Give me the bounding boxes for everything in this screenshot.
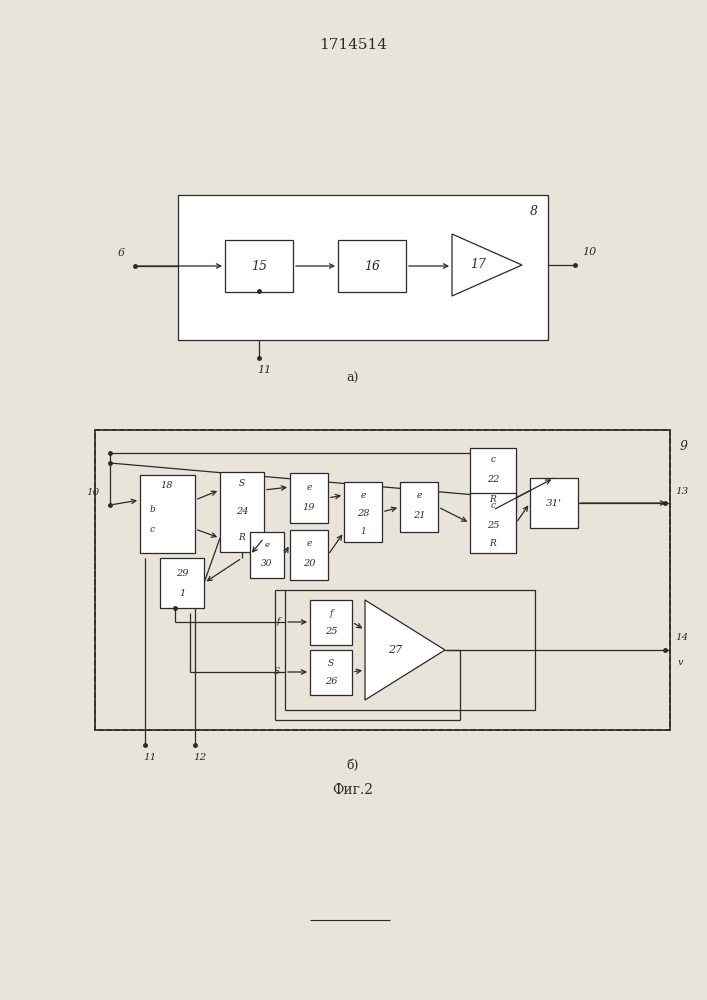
Text: 1714514: 1714514 [319, 38, 387, 52]
Polygon shape [452, 234, 522, 296]
Bar [290, 473, 328, 523]
Text: 16: 16 [364, 259, 380, 272]
Bar [344, 482, 382, 542]
Text: R: R [490, 495, 496, 504]
Text: b: b [149, 504, 155, 514]
Text: R: R [239, 534, 245, 542]
Bar [470, 493, 516, 553]
Text: e: e [361, 490, 366, 499]
Text: а): а) [347, 371, 359, 384]
Text: S: S [239, 480, 245, 488]
Bar [338, 240, 406, 292]
Bar [160, 558, 204, 608]
Text: 25: 25 [325, 628, 337, 637]
Text: 24: 24 [235, 508, 248, 516]
Text: v: v [678, 658, 684, 667]
Bar [220, 472, 264, 552]
Text: e: e [306, 483, 312, 491]
Text: 21: 21 [413, 512, 425, 520]
Polygon shape [365, 600, 445, 700]
Bar [225, 240, 293, 292]
Text: 12: 12 [193, 753, 206, 762]
Text: 6: 6 [118, 248, 125, 258]
Bar [530, 478, 578, 528]
Text: f: f [329, 609, 333, 618]
Text: 17: 17 [471, 258, 486, 271]
Bar [95, 430, 670, 730]
Bar [400, 482, 438, 532]
Text: 31': 31' [546, 498, 562, 508]
Text: e: e [306, 540, 312, 548]
Text: S: S [274, 668, 280, 676]
Text: 20: 20 [303, 560, 315, 568]
Text: c: c [149, 524, 155, 534]
Text: 18: 18 [160, 481, 173, 489]
Text: 29: 29 [176, 570, 188, 578]
Text: 22: 22 [486, 476, 499, 485]
Text: 11: 11 [143, 753, 156, 762]
Text: c: c [491, 456, 496, 464]
Text: 8: 8 [530, 205, 538, 218]
Text: 1: 1 [179, 589, 185, 598]
Bar [178, 195, 548, 340]
Text: 19: 19 [303, 502, 315, 512]
Bar [290, 530, 328, 580]
Text: R: R [490, 538, 496, 548]
Text: e: e [264, 541, 269, 549]
Text: 13: 13 [675, 487, 688, 496]
Bar [140, 475, 195, 553]
Text: 27: 27 [388, 645, 402, 655]
Bar [95, 430, 670, 730]
Text: c: c [491, 500, 496, 510]
Text: S: S [328, 660, 334, 668]
Text: 14: 14 [675, 633, 688, 642]
Text: 10: 10 [582, 247, 596, 257]
Text: 10: 10 [87, 488, 100, 497]
Text: Фиг.2: Фиг.2 [332, 783, 373, 797]
Bar [285, 590, 535, 710]
Bar [310, 650, 352, 695]
Text: 30: 30 [262, 560, 273, 568]
Text: f: f [276, 617, 280, 626]
Bar [470, 448, 516, 510]
Text: 26: 26 [325, 678, 337, 686]
Text: 11: 11 [257, 365, 271, 375]
Text: 1: 1 [360, 528, 366, 536]
Text: 9: 9 [680, 440, 688, 453]
Text: 25: 25 [486, 520, 499, 530]
Bar [310, 600, 352, 645]
Text: 28: 28 [357, 510, 369, 518]
Text: 15: 15 [251, 259, 267, 272]
Text: e: e [416, 491, 421, 500]
Text: б): б) [347, 758, 359, 772]
Bar [250, 532, 284, 578]
